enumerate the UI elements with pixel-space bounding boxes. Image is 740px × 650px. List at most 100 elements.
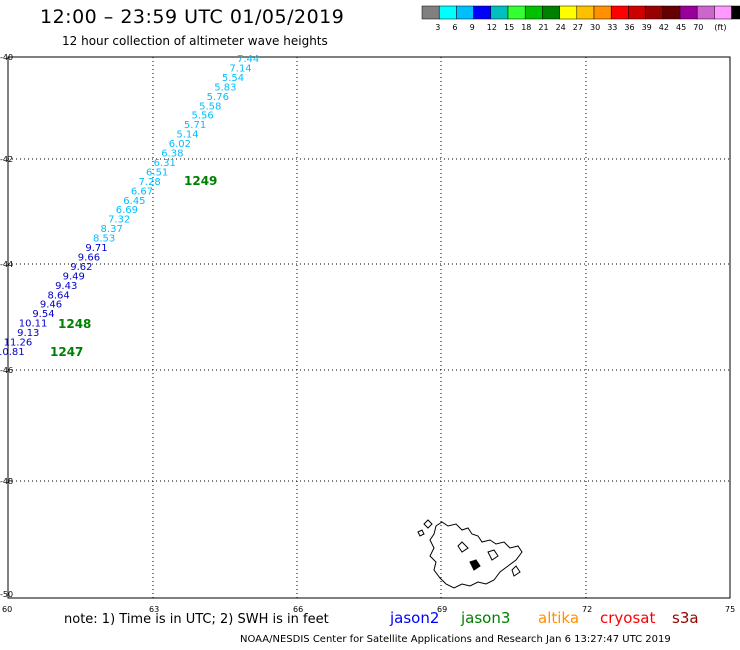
lon-tick-label: 63 <box>149 605 159 614</box>
legend-label: 15 <box>504 23 514 32</box>
wave-height-label: 6.67 <box>131 186 153 197</box>
axis-ticks: -40 -42 -44 -46 -48 -50 60 63 66 69 72 75 <box>0 53 735 614</box>
wave-height-label: 6.45 <box>123 196 145 207</box>
legend-label: 18 <box>521 23 531 32</box>
legend-label: 45 <box>676 23 686 32</box>
map-subtitle: 12 hour collection of altimeter wave hei… <box>62 34 328 48</box>
wave-height-label: 8.64 <box>47 290 69 301</box>
legend-label: 30 <box>590 23 600 32</box>
pass-number-label: 1249 <box>184 174 217 188</box>
legend-label: 33 <box>607 23 617 32</box>
wave-height-label: 9.13 <box>17 328 39 339</box>
wave-height-label: 7.32 <box>108 215 130 226</box>
sat-label-cryosat: cryosat <box>600 609 656 627</box>
legend-label: 12 <box>487 23 497 32</box>
wave-height-label: 5.14 <box>176 130 198 141</box>
legend-swatch <box>473 5 492 20</box>
legend-swatch <box>662 5 681 20</box>
legend-swatch <box>714 5 732 20</box>
wave-height-label: 6.38 <box>161 149 183 160</box>
legend-label: (ft) <box>714 23 726 32</box>
wave-height-label: 10.11 <box>19 319 48 330</box>
lat-tick-label: -42 <box>0 155 13 164</box>
legend-label: 24 <box>556 23 566 32</box>
map-frame <box>7 56 731 599</box>
sat-label-altika: altika <box>538 609 580 627</box>
wave-height-track: 7.447.145.545.835.765.585.565.715.146.02… <box>0 54 259 358</box>
wave-height-label: 6.02 <box>169 139 191 150</box>
wave-height-label: 5.56 <box>192 111 214 122</box>
wave-height-label: 11.26 <box>4 338 33 349</box>
legend-swatch <box>438 5 457 20</box>
sat-label-jason2: jason2 <box>390 609 440 627</box>
wave-height-label: 9.49 <box>63 271 85 282</box>
units-note: note: 1) Time is in UTC; 2) SWH is in fe… <box>64 612 329 627</box>
lat-tick-label: -46 <box>0 366 13 375</box>
legend-label: 9 <box>470 23 475 32</box>
sat-label-jason3: jason3 <box>461 609 511 627</box>
legend-swatch <box>610 5 629 20</box>
lat-tick-label: -44 <box>0 260 13 269</box>
wave-height-label: 7.28 <box>138 177 160 188</box>
pass-number-label: 1248 <box>58 317 91 331</box>
legend-swatch <box>559 5 578 20</box>
wave-height-label: 5.83 <box>214 82 236 93</box>
legend-swatch <box>696 5 715 20</box>
map-title: 12:00 – 23:59 UTC 01/05/2019 <box>40 6 345 28</box>
color-legend: 3 6 9 12 15 18 21 24 27 30 33 36 39 42 45 70 (ft) <box>421 5 740 32</box>
legend-swatch <box>524 5 543 20</box>
legend-swatch <box>628 5 646 20</box>
legend-swatch <box>507 5 526 20</box>
wave-height-label: 7.14 <box>229 63 251 74</box>
pass-number-label: 1247 <box>50 345 83 359</box>
wave-height-label: 9.54 <box>32 309 54 320</box>
wave-height-label: 6.31 <box>154 158 176 169</box>
legend-swatch <box>645 5 664 20</box>
legend-label: 27 <box>573 23 583 32</box>
legend-label: 42 <box>659 23 669 32</box>
legend-swatch <box>490 5 509 20</box>
kerguelen-islands <box>417 519 523 589</box>
wave-height-label: 9.43 <box>55 281 77 292</box>
wave-height-label: 9.62 <box>70 262 92 273</box>
lat-tick-label: -40 <box>0 53 13 62</box>
wave-height-label: 5.71 <box>184 120 206 131</box>
legend-label: 6 <box>452 23 457 32</box>
wave-height-label: 9.71 <box>85 243 107 254</box>
legend-swatch <box>593 5 612 20</box>
wave-height-label: 9.66 <box>78 252 100 263</box>
lon-tick-label: 72 <box>582 605 592 614</box>
legend-label: 70 <box>693 23 703 32</box>
legend-label: 39 <box>642 23 652 32</box>
wave-height-label: 8.53 <box>93 234 115 245</box>
legend-swatch <box>731 5 740 20</box>
lon-tick-label: 75 <box>725 605 735 614</box>
wave-height-label: 5.58 <box>199 101 221 112</box>
wave-height-label: 9.46 <box>40 300 62 311</box>
wave-height-label: 6.51 <box>146 167 168 178</box>
legend-swatch <box>421 5 440 20</box>
wave-height-label: 5.76 <box>207 92 229 103</box>
lon-tick-label: 66 <box>293 605 303 614</box>
legend-label: 3 <box>435 23 440 32</box>
lat-tick-label: -50 <box>0 590 13 599</box>
legend-swatch <box>542 5 560 20</box>
wave-height-label: 10.81 <box>0 347 25 358</box>
legend-swatch <box>576 5 595 20</box>
legend-label: 36 <box>624 23 634 32</box>
wave-height-label: 8.37 <box>101 224 123 235</box>
legend-swatch <box>679 5 698 20</box>
legend-label: 21 <box>538 23 548 32</box>
wave-height-label: 6.69 <box>116 205 138 216</box>
lat-tick-label: -48 <box>0 477 13 486</box>
legend-swatch <box>456 5 474 20</box>
graticule <box>8 57 730 598</box>
lon-tick-label: 60 <box>2 605 12 614</box>
pass-labels: 1249 1248 1247 <box>50 174 217 359</box>
lon-tick-label: 69 <box>437 605 447 614</box>
sat-label-s3a: s3a <box>672 609 699 627</box>
wave-height-label: 5.54 <box>222 73 244 84</box>
wave-height-label: 7.44 <box>237 54 259 65</box>
credit-footer: NOAA/NESDIS Center for Satellite Applica… <box>240 634 671 645</box>
